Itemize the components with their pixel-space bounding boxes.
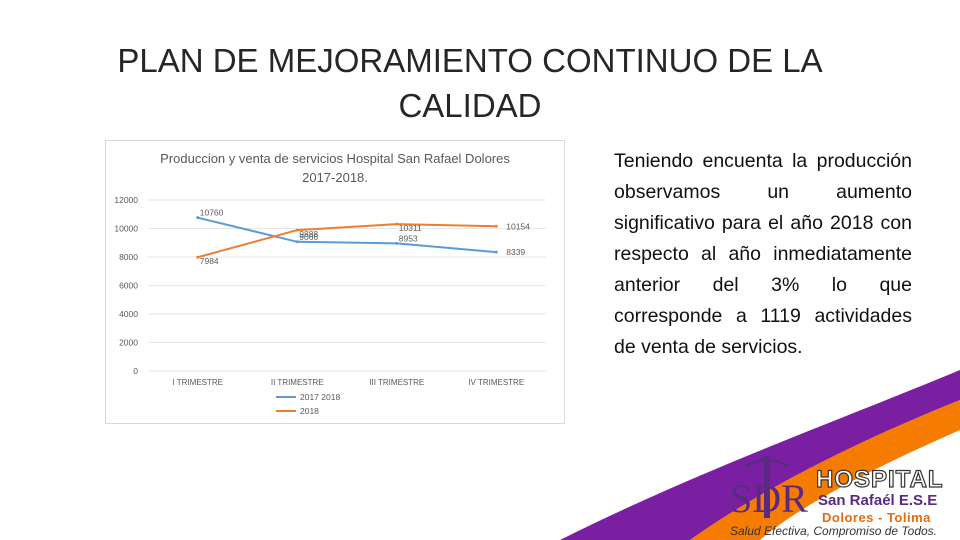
logo-subtitle: San Rafaél E.S.E <box>818 492 938 509</box>
data-label: 10760 <box>200 208 224 218</box>
y-tick-label: 4000 <box>119 309 138 319</box>
data-point <box>395 241 399 245</box>
data-point <box>196 216 200 220</box>
chart-title-line2: 2017-2018. <box>302 170 368 185</box>
logo-emblem-icon: SDR <box>730 456 808 521</box>
y-tick-label: 12000 <box>114 195 138 205</box>
data-point <box>196 255 200 259</box>
data-label: 9888 <box>299 229 318 239</box>
data-label: 7984 <box>200 256 219 266</box>
data-label: 8339 <box>506 247 525 257</box>
purple-swoosh <box>560 370 960 540</box>
data-label: 9066 <box>299 232 318 242</box>
logo-hospital-name: HOSPITAL <box>815 465 944 493</box>
data-point <box>494 250 498 254</box>
body-text: Teniendo encuenta la producción observam… <box>614 150 912 358</box>
series-line-2018 <box>197 223 497 259</box>
legend-label: 2017 2018 <box>300 392 340 402</box>
data-point <box>395 222 399 226</box>
x-tick-label: IV TRIMESTRE <box>468 378 524 387</box>
data-label: 10154 <box>506 221 530 231</box>
hospital-logo: SDR HOSPITAL San Rafaél E.S.E Dolores - … <box>726 452 956 538</box>
y-tick-label: 6000 <box>119 281 138 291</box>
slide-title: PLAN DE MEJORAMIENTO CONTINUO DE LA CALI… <box>117 42 823 124</box>
y-tick-label: 10000 <box>114 224 138 234</box>
data-label: 10311 <box>399 223 422 233</box>
logo-letters: SDR <box>730 476 808 521</box>
data-point <box>494 224 498 228</box>
chart-title-line1: Produccion y venta de servicios Hospital… <box>160 151 510 166</box>
series-line-2017 <box>197 216 497 254</box>
x-tick-label: I TRIMESTRE <box>172 378 223 387</box>
x-tick-label: III TRIMESTRE <box>369 378 424 387</box>
orange-swoosh <box>690 400 960 540</box>
legend-label: 2018 <box>300 406 319 416</box>
line-chart: Produccion y venta de servicios Hospital… <box>105 140 565 424</box>
data-point <box>295 240 299 244</box>
y-tick-label: 8000 <box>119 252 138 262</box>
data-point <box>295 228 299 232</box>
y-tick-label: 2000 <box>119 338 138 348</box>
logo-location: Dolores - Tolima <box>822 510 931 525</box>
logo-slogan: Salud Efectiva, Compromiso de Todos. <box>730 524 937 538</box>
y-tick-label: 0 <box>133 366 138 376</box>
data-label: 8953 <box>399 233 418 243</box>
x-tick-label: II TRIMESTRE <box>271 378 324 387</box>
